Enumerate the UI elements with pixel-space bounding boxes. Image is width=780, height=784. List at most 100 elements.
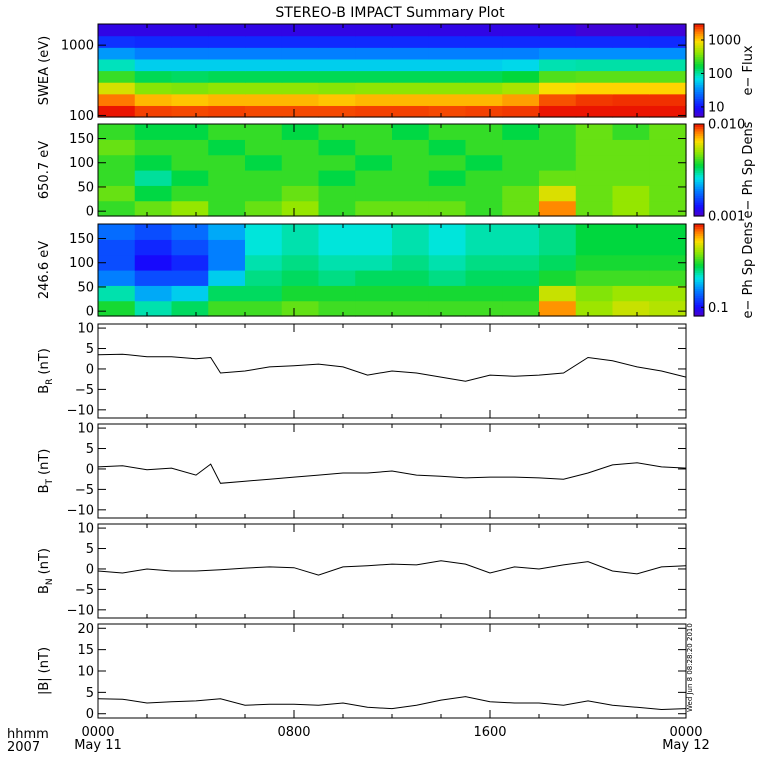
heatmap-cell — [208, 47, 246, 60]
heatmap-cell — [575, 124, 614, 140]
heatmap-cell — [318, 82, 356, 95]
colorbar-swatch — [694, 276, 704, 280]
heatmap-cell — [355, 70, 393, 83]
colorbar-swatch — [694, 54, 704, 58]
heatmap-cell — [171, 270, 209, 286]
heatmap-cell — [281, 270, 320, 286]
heatmap-cell — [649, 154, 687, 171]
y-tick-label: 150 — [69, 232, 94, 247]
heatmap-cell — [539, 105, 577, 118]
colorbar-swatch — [694, 63, 704, 67]
y-tick-label: 0 — [86, 562, 94, 577]
heatmap-cell — [649, 300, 687, 317]
heatmap-cell — [318, 285, 356, 302]
heatmap-cell — [575, 285, 614, 302]
heatmap-cell — [245, 170, 283, 186]
heatmap-cell — [539, 285, 577, 302]
heatmap-cell — [502, 139, 540, 156]
heatmap-cell — [355, 270, 393, 286]
heatmap-cell — [465, 270, 503, 286]
colorbar-swatch — [694, 140, 704, 143]
heatmap-cell — [281, 239, 320, 256]
colorbar-swatch — [694, 244, 704, 248]
heatmap-cell — [612, 105, 650, 118]
heatmap-cell — [281, 124, 320, 140]
heatmap-cell — [208, 285, 246, 302]
heatmap-cell — [134, 24, 173, 37]
ylabel-unit: (nT) — [37, 647, 52, 673]
heatmap-cell — [539, 239, 577, 256]
heatmap-cell — [612, 58, 650, 72]
colorbar-tick-label: 1000 — [708, 33, 741, 48]
colorbar-swatch — [694, 112, 704, 116]
heatmap-cell — [208, 254, 246, 271]
colorbar-swatch — [694, 249, 704, 253]
heatmap-cell — [502, 300, 540, 317]
heatmap-cell — [428, 35, 467, 48]
y-tick-label: 100 — [69, 256, 94, 271]
heatmap-cell — [465, 285, 503, 302]
heatmap-cell — [428, 239, 467, 256]
heatmap-cell — [539, 124, 577, 140]
heatmap-cell — [428, 139, 467, 156]
heatmap-cell — [502, 124, 540, 140]
colorbar-swatch — [694, 272, 704, 276]
colorbar-swatch — [694, 295, 704, 299]
heatmap-cell — [98, 93, 136, 106]
heatmap-cell — [171, 300, 209, 317]
heatmap-cell — [171, 58, 209, 72]
colorbar-swatch — [694, 28, 704, 32]
heatmap-cell — [392, 93, 430, 106]
colorbar-tick-label: 0.010 — [708, 118, 745, 133]
y-tick-label: 5 — [86, 342, 94, 357]
heatmap-cell — [539, 270, 577, 286]
heatmap-cell — [281, 93, 320, 106]
colorbar-swatch — [694, 309, 704, 312]
heatmap-cell — [245, 105, 283, 118]
heatmap-cell — [502, 105, 540, 118]
heatmap-cell — [575, 58, 614, 72]
colorbar-swatch — [694, 103, 704, 106]
colorbar-swatch — [694, 40, 704, 44]
colorbar-swatch — [694, 230, 704, 234]
pad246-colorbar-label: e− Ph Sp Dens — [741, 221, 756, 318]
heatmap-cell — [612, 200, 650, 217]
heatmap-cell — [355, 139, 393, 156]
heatmap-cell — [281, 285, 320, 302]
heatmap-cell — [428, 93, 467, 106]
heatmap-cell — [318, 105, 356, 118]
heatmap-cell — [281, 35, 320, 48]
colorbar-swatch — [694, 93, 704, 97]
heatmap-cell — [355, 185, 393, 202]
heatmap-cell — [649, 239, 687, 256]
colorbar-swatch — [694, 172, 704, 176]
colorbar-swatch — [694, 37, 704, 41]
colorbar-swatch — [694, 306, 704, 310]
heatmap-cell — [612, 154, 650, 171]
heatmap-cell — [245, 254, 283, 271]
colorbar-frame — [693, 123, 705, 217]
colorbar-swatch — [694, 61, 704, 65]
heatmap-cell — [318, 35, 356, 48]
heatmap-cell — [649, 47, 687, 60]
heatmap-cell — [465, 58, 503, 72]
colorbar-swatch — [694, 290, 704, 294]
heatmap-cell — [98, 154, 136, 171]
colorbar-swatch — [694, 91, 704, 95]
heatmap-cell — [281, 24, 320, 37]
heatmap-cell — [539, 300, 577, 317]
heatmap-cell — [208, 200, 246, 217]
colorbar-swatch — [694, 256, 704, 260]
heatmap-cell — [465, 24, 503, 37]
heatmap-cell — [428, 58, 467, 72]
colorbar-swatch — [694, 96, 704, 100]
heatmap-cell — [134, 270, 173, 286]
heatmap-cell — [612, 185, 650, 202]
heatmap-cell — [281, 70, 320, 83]
heatmap-cell — [318, 239, 356, 256]
heatmap-cell — [98, 185, 136, 202]
y-tick-label: −10 — [67, 603, 94, 618]
colorbar-swatch — [694, 228, 704, 232]
heatmap-cell — [208, 35, 246, 48]
